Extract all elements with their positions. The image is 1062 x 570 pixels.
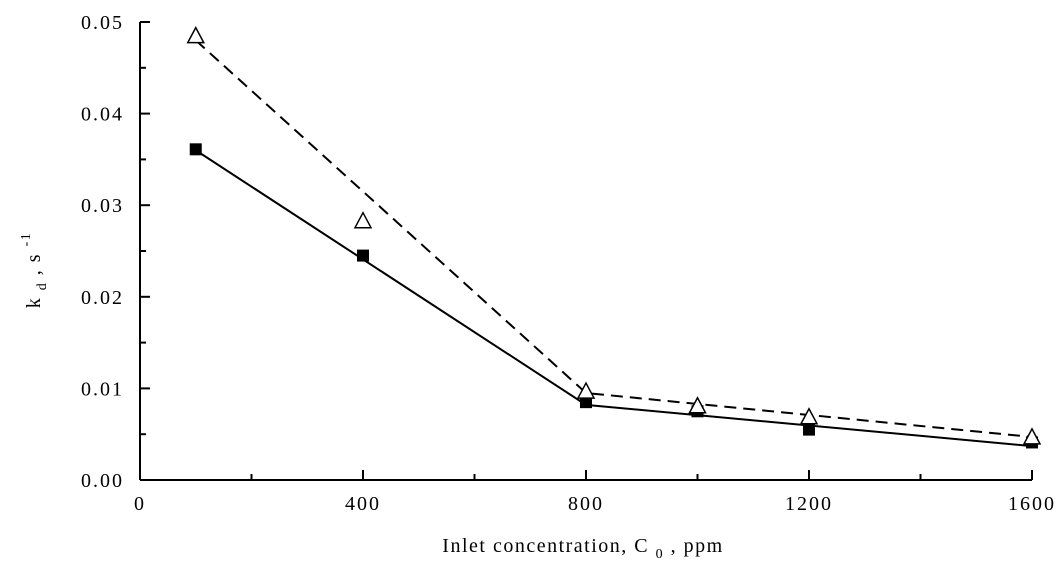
y-tick-label: 0.00 [81, 470, 124, 492]
series-2-triangle-marker [186, 26, 206, 44]
y-tick-label: 0.04 [81, 104, 124, 126]
x-tick-label: 1600 [1008, 493, 1056, 515]
series-1-fit-line [195, 149, 1033, 448]
series-2-triangle-marker [353, 211, 373, 229]
x-axis-title-subscript: 0 [656, 547, 665, 562]
y-tick-label: 0.05 [81, 12, 124, 34]
x-axis-title-unit: , ppm [671, 535, 724, 557]
axes: 0.00 0.01 0.02 0.03 0.04 0.05 0 400 800 1200 1600 [81, 12, 1056, 515]
fit-lines [195, 39, 1033, 448]
y-axis-title-group: k d , s -1 [19, 232, 51, 308]
x-tick-label: 1200 [785, 493, 833, 515]
x-axis-title-main: Inlet concentration, C [442, 535, 649, 557]
y-tick-label: 0.01 [81, 378, 124, 400]
series-1-square-marker [580, 396, 592, 409]
series-2-triangle-marker [576, 381, 596, 399]
x-tick-label: 800 [568, 493, 604, 515]
y-axis-title-superscript: -1 [19, 232, 34, 247]
x-tick-label: 0 [134, 493, 146, 515]
series-2-fit-line [195, 39, 1033, 438]
y-tick-label: 0.02 [81, 287, 124, 309]
x-axis-title: Inlet concentration, C 0 , ppm [442, 535, 723, 563]
series-2-triangle-marker [1022, 427, 1042, 445]
y-axis-title-unit: , s [23, 253, 45, 275]
x-tick-label: 400 [345, 493, 381, 515]
y-axis-title-main: k [23, 297, 45, 309]
series-1-square-marker [189, 143, 202, 156]
series-1-square-marker [357, 249, 369, 262]
series-2-triangle-marker [688, 396, 707, 414]
y-tick-label: 0.03 [81, 195, 124, 217]
series-2-triangle-marker [799, 407, 819, 425]
data-markers [186, 26, 1042, 449]
y-axis-title: k d , s -1 [19, 232, 51, 308]
series-1-square-marker [803, 423, 815, 436]
y-axis-title-subscript: d [35, 282, 50, 291]
